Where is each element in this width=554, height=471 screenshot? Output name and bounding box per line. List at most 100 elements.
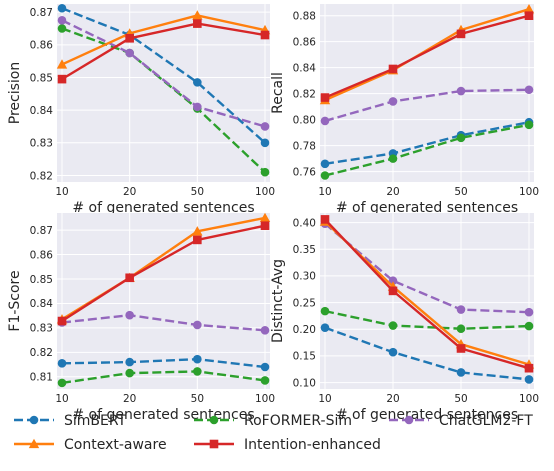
data-point bbox=[260, 30, 270, 40]
legend-label: RoFORMER-Sim bbox=[244, 413, 352, 429]
series-line bbox=[324, 218, 530, 370]
series-line bbox=[324, 309, 530, 330]
data-point bbox=[388, 97, 398, 106]
y-tick-label: 0.86 bbox=[30, 40, 54, 52]
data-point bbox=[456, 29, 466, 39]
x-tick-label: 50 bbox=[191, 186, 204, 198]
data-point bbox=[125, 48, 134, 58]
series-line bbox=[324, 14, 530, 99]
data-point bbox=[193, 19, 202, 28]
data-point bbox=[388, 321, 398, 330]
y-tick-label: 0.40 bbox=[293, 217, 316, 229]
plot-area bbox=[57, 4, 270, 182]
series-line bbox=[324, 123, 530, 177]
y-tick-label: 0.80 bbox=[293, 114, 316, 126]
series-simbert bbox=[320, 323, 534, 384]
data-point bbox=[320, 93, 330, 102]
data-point bbox=[524, 363, 534, 373]
y-tick-label: 0.10 bbox=[293, 377, 316, 389]
x-tick-label: 100 bbox=[255, 186, 275, 198]
series-simbert bbox=[57, 354, 270, 372]
series-line bbox=[324, 222, 530, 314]
y-tick-label: 0.88 bbox=[293, 10, 316, 22]
y-tick-label: 0.15 bbox=[293, 351, 316, 363]
legend-marker bbox=[209, 439, 219, 449]
data-point bbox=[388, 154, 398, 163]
y-tick-label: 0.82 bbox=[293, 88, 316, 100]
series-line bbox=[324, 326, 530, 381]
y-tick-label: 0.86 bbox=[30, 249, 54, 261]
legend-label: SimBERT bbox=[64, 413, 127, 429]
data-point bbox=[456, 344, 466, 353]
data-point bbox=[320, 171, 330, 180]
legend-entry-context-aware: Context-aware bbox=[14, 437, 167, 453]
series-line bbox=[61, 7, 266, 144]
data-point bbox=[524, 11, 534, 20]
data-point bbox=[193, 235, 202, 245]
data-point bbox=[193, 320, 202, 330]
series-roformer-sim bbox=[320, 306, 534, 334]
data-point bbox=[125, 310, 134, 320]
series-line bbox=[324, 88, 530, 123]
x-tick-label: 50 bbox=[191, 393, 204, 405]
x-tick-label: 10 bbox=[318, 186, 331, 198]
x-axis-label: # of generated sentences bbox=[336, 407, 518, 423]
data-point bbox=[388, 286, 398, 296]
data-point bbox=[456, 305, 466, 314]
legend-entry-chatglm2-ft: ChatGLM2-FT bbox=[389, 413, 533, 429]
data-point bbox=[388, 347, 398, 357]
y-tick-label: 0.20 bbox=[293, 324, 316, 336]
series-line bbox=[61, 357, 266, 369]
data-point bbox=[57, 3, 67, 13]
y-axis-label: Precision bbox=[7, 62, 23, 124]
x-tick-label: 100 bbox=[519, 186, 539, 198]
data-point bbox=[320, 215, 330, 224]
data-point bbox=[57, 74, 67, 84]
data-point bbox=[456, 324, 466, 334]
y-tick-label: 0.86 bbox=[293, 36, 317, 48]
y-tick-label: 0.25 bbox=[293, 297, 316, 309]
y-tick-label: 0.76 bbox=[293, 166, 317, 178]
y-tick-label: 0.84 bbox=[293, 62, 317, 74]
subplot-distinct-avg: 10 20 50 100 0.10 0.15 0.20 0.25 0.30 0.35 0.40 # o… bbox=[270, 213, 539, 423]
legend-marker bbox=[404, 415, 414, 425]
y-tick-label: 0.84 bbox=[30, 105, 54, 117]
data-point bbox=[259, 212, 271, 223]
data-point bbox=[456, 368, 466, 377]
series-chatglm2-ft bbox=[320, 85, 534, 126]
data-point bbox=[320, 306, 330, 316]
x-tick-label: 20 bbox=[123, 186, 136, 198]
data-point bbox=[57, 24, 67, 33]
y-tick-label: 0.30 bbox=[293, 271, 316, 283]
data-point bbox=[125, 357, 134, 367]
y-tick-label: 0.87 bbox=[30, 7, 53, 19]
x-axis-label: # of generated sentences bbox=[72, 200, 254, 216]
series-roformer-sim bbox=[320, 120, 534, 180]
x-tick-label: 20 bbox=[123, 393, 136, 405]
data-point bbox=[260, 326, 270, 335]
y-axis-label: Distinct-Avg bbox=[270, 259, 286, 343]
data-point bbox=[456, 86, 466, 96]
data-point bbox=[524, 321, 534, 331]
data-point bbox=[456, 133, 466, 143]
series-roformer-sim bbox=[57, 367, 270, 388]
data-point bbox=[260, 221, 270, 231]
data-point bbox=[260, 167, 270, 177]
x-tick-label: 20 bbox=[386, 393, 399, 405]
data-point bbox=[260, 376, 270, 385]
legend-label: ChatGLM2-FT bbox=[439, 413, 533, 429]
series-intention-enhanced bbox=[57, 221, 270, 326]
data-point bbox=[57, 316, 67, 326]
y-tick-label: 0.84 bbox=[30, 298, 54, 310]
subplot-precision: 10 20 50 100 0.82 0.83 0.84 0.85 0.86 0.87 # of ge… bbox=[7, 3, 275, 216]
series-line bbox=[61, 370, 266, 385]
subplot-grid: 10 20 50 100 0.82 0.83 0.84 0.85 0.86 0.87 # of ge… bbox=[7, 3, 539, 423]
data-point bbox=[320, 116, 330, 126]
subplot-recall: 10 20 50 100 0.76 0.78 0.80 0.82 0.84 0.86 0.88 # o… bbox=[270, 3, 539, 216]
y-tick-label: 0.81 bbox=[30, 372, 53, 384]
data-point bbox=[524, 307, 534, 317]
data-point bbox=[524, 375, 534, 384]
y-tick-label: 0.83 bbox=[30, 138, 53, 150]
